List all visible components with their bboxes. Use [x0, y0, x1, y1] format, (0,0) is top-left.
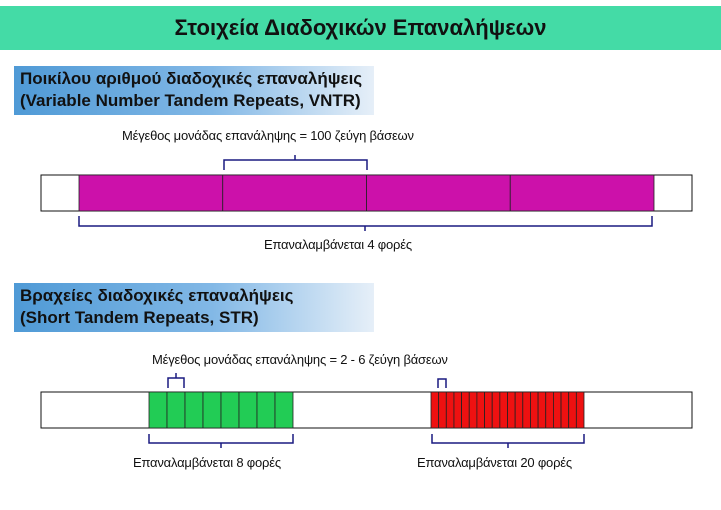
- str-repeat-unit-a: [148, 391, 168, 429]
- str-repeat-unit-a: [166, 391, 186, 429]
- vntr-repeat-count-label: Επαναλαμβάνεται 4 φορές: [264, 237, 412, 252]
- str-repeat-unit-b: [545, 391, 554, 429]
- str-repeat-unit-b: [468, 391, 478, 429]
- vntr-repeat-unit: [222, 174, 367, 212]
- vntr-unit-bracket: [223, 155, 368, 170]
- str-repeat-count-label-b: Επαναλαμβάνεται 20 φορές: [417, 455, 572, 470]
- str-repeat-unit-a: [238, 391, 258, 429]
- str-heading-line2: (Short Tandem Repeats, STR): [20, 308, 259, 327]
- vntr-repeat-units: [78, 174, 655, 212]
- vntr-unit-size-label: Μέγεθος μονάδας επανάληψης = 100 ζεύγη β…: [122, 128, 414, 143]
- str-repeat-unit-b: [560, 391, 570, 429]
- str-repeat-unit-a: [256, 391, 276, 429]
- page-title: Στοιχεία Διαδοχικών Επαναλήψεων: [0, 6, 721, 50]
- vntr-repeat-bracket: [78, 216, 653, 231]
- str-repeat-unit-b: [530, 391, 539, 429]
- str-repeat-unit-b: [445, 391, 455, 429]
- vntr-heading: Ποικίλου αριθμού διαδοχικές επαναλήψεις …: [14, 66, 374, 115]
- str-dna-strand: [40, 391, 693, 429]
- str-repeat-unit-b: [575, 391, 585, 429]
- str-heading: Βραχείες διαδοχικές επαναλήψεις (Short T…: [14, 283, 374, 332]
- str-heading-line1: Βραχείες διαδοχικές επαναλήψεις: [20, 286, 294, 305]
- str-repeat-unit-b: [430, 391, 440, 429]
- str-repeat-unit-b: [461, 391, 470, 429]
- str-repeat-units-b: [430, 391, 585, 429]
- str-repeat-unit-b: [553, 391, 562, 429]
- vntr-repeat-unit: [78, 174, 224, 212]
- vntr-repeat-unit: [366, 174, 511, 212]
- str-repeat-unit-b: [453, 391, 463, 429]
- str-repeat-count-label-a: Επαναλαμβάνεται 8 φορές: [133, 455, 281, 470]
- str-unit-size-label: Μέγεθος μονάδας επανάληψης = 2 - 6 ζεύγη…: [152, 352, 448, 367]
- vntr-heading-line1: Ποικίλου αριθμού διαδοχικές επαναλήψεις: [20, 69, 363, 88]
- str-repeat-unit-b: [491, 391, 501, 429]
- str-repeat-unit-b: [537, 391, 547, 429]
- str-repeat-unit-b: [522, 391, 531, 429]
- str-repeat-unit-b: [568, 391, 577, 429]
- str-unit-bracket-a: [167, 373, 185, 388]
- str-repeat-unit-b: [514, 391, 524, 429]
- str-repeat-unit-a: [274, 391, 294, 429]
- str-repeat-unit-a: [202, 391, 222, 429]
- str-repeat-bracket-b: [431, 434, 585, 448]
- str-repeat-unit-b: [476, 391, 485, 429]
- str-repeat-unit-b: [507, 391, 516, 429]
- vntr-heading-line2: (Variable Number Tandem Repeats, VNTR): [20, 91, 361, 110]
- vntr-repeat-unit: [509, 174, 655, 212]
- str-repeat-unit-b: [438, 391, 447, 429]
- str-repeat-unit-a: [184, 391, 204, 429]
- str-repeat-units-a: [148, 391, 294, 429]
- str-repeat-unit-b: [484, 391, 493, 429]
- str-unit-bracket-b: [437, 378, 447, 388]
- str-repeat-bracket-a: [148, 434, 294, 448]
- str-repeat-unit-b: [499, 391, 508, 429]
- str-repeat-unit-a: [220, 391, 240, 429]
